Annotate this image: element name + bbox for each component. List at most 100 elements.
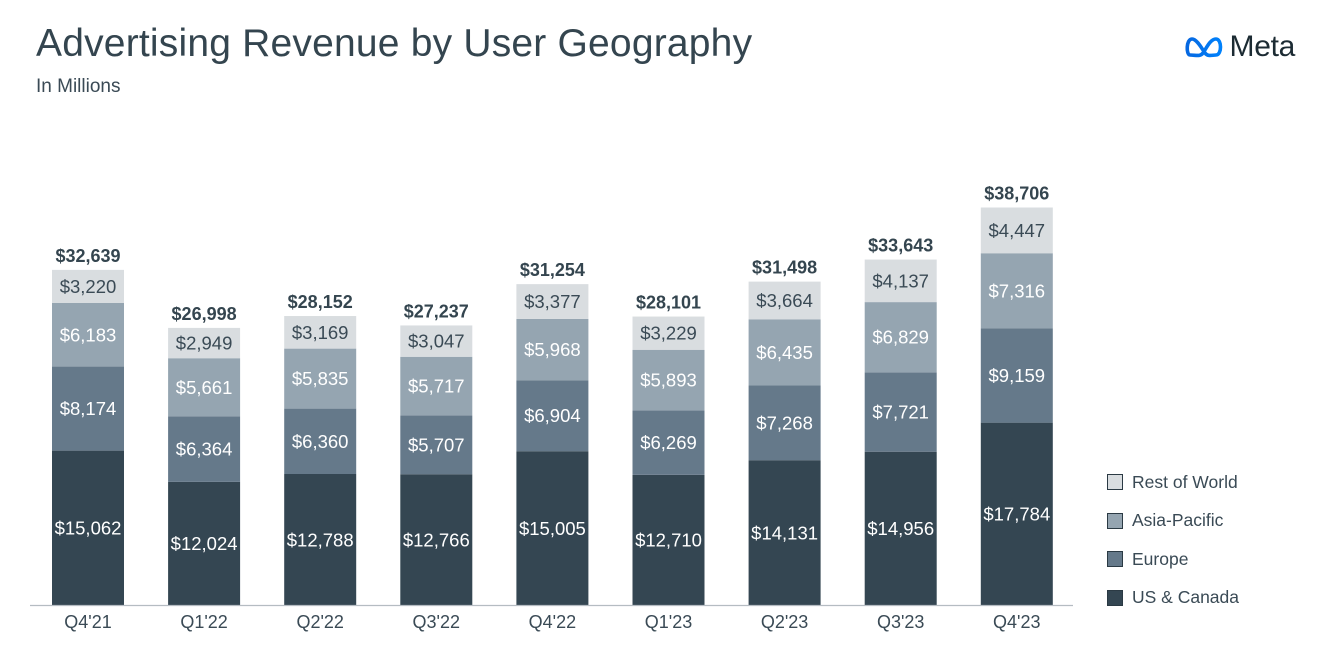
segment-value-label: $6,183 [60, 324, 117, 345]
x-tick-label: Q2'23 [761, 612, 808, 632]
bar-segment [632, 474, 705, 606]
meta-infinity-icon [1184, 37, 1222, 58]
bar-segment [284, 348, 357, 409]
bar-segment [980, 328, 1053, 423]
bar-segment [284, 408, 357, 475]
bar-segment [168, 358, 241, 417]
bar-segment [516, 380, 589, 452]
x-tick-label: Q3'23 [877, 612, 924, 632]
x-tick-label: Q4'23 [993, 612, 1040, 632]
bar-segment [284, 316, 357, 349]
segment-value-label: $3,664 [756, 290, 813, 311]
legend-swatch [1107, 551, 1123, 567]
bar-segment [748, 460, 821, 606]
total-value-label: $31,498 [752, 258, 817, 278]
bar-segment [400, 325, 473, 357]
segment-value-label: $6,904 [524, 405, 581, 426]
legend-item: Europe [1107, 549, 1239, 569]
segment-value-label: $4,137 [872, 270, 929, 291]
bar-segment [864, 302, 937, 373]
meta-logo: Meta [1184, 30, 1296, 64]
segment-value-label: $9,159 [989, 365, 1046, 386]
x-tick-label: Q4'21 [64, 612, 111, 632]
segment-value-label: $7,268 [756, 412, 813, 433]
legend-swatch [1107, 512, 1123, 529]
bar-segment [864, 372, 937, 452]
x-tick-label: Q4'22 [529, 612, 576, 632]
segment-value-label: $5,835 [292, 368, 349, 389]
segment-value-label: $12,710 [635, 530, 702, 551]
segment-value-label: $5,968 [524, 339, 581, 360]
segment-value-label: $3,377 [524, 291, 581, 312]
segment-value-label: $6,829 [872, 327, 929, 348]
bar-segment [52, 450, 124, 606]
segment-value-label: $15,005 [519, 518, 586, 539]
segment-value-label: $6,364 [176, 439, 233, 460]
bar-segment [400, 474, 473, 606]
bar-segment [52, 269, 124, 303]
legend-swatch [1107, 589, 1123, 606]
segment-value-label: $12,766 [403, 529, 470, 550]
segment-value-label: $3,047 [408, 331, 465, 352]
segment-value-label: $14,131 [751, 522, 818, 543]
bar-segment [400, 415, 473, 475]
segment-value-label: $7,721 [872, 402, 929, 423]
segment-value-label: $14,956 [867, 518, 934, 539]
bar-segment [52, 366, 124, 451]
bar-segment [168, 416, 241, 482]
legend-swatch [1107, 474, 1123, 490]
meta-wordmark: Meta [1229, 30, 1296, 63]
total-value-label: $28,101 [636, 293, 701, 313]
bar-segment [52, 302, 124, 367]
bar-segment [864, 259, 937, 303]
legend-label: Europe [1132, 548, 1189, 569]
legend-item: US & Canada [1107, 587, 1240, 608]
bar-segment [632, 316, 705, 350]
bar-segment [980, 207, 1053, 254]
legend-item: Rest of World [1107, 472, 1239, 492]
bar-segment [748, 385, 821, 461]
segment-value-label: $15,062 [55, 518, 122, 539]
x-tick-label: Q2'22 [296, 612, 343, 632]
total-value-label: $27,237 [404, 301, 469, 321]
segment-value-label: $6,360 [292, 431, 349, 452]
total-value-label: $38,706 [984, 184, 1049, 204]
bar-segment [168, 481, 241, 606]
legend-label: US & Canada [1132, 587, 1240, 607]
bar-segment [400, 356, 473, 416]
bar-segment [980, 422, 1053, 606]
segment-value-label: $4,447 [989, 220, 1046, 241]
segment-value-label: $5,717 [408, 376, 465, 397]
bar-segment [748, 319, 821, 386]
bar-segment [632, 410, 705, 475]
chart-legend: Rest of World Asia-Pacific Europe US & Cana… [1107, 472, 1239, 626]
total-value-label: $28,152 [288, 292, 353, 312]
segment-value-label: $3,229 [640, 323, 697, 344]
x-tick-label: Q1'23 [645, 612, 692, 632]
legend-label: Rest of World [1132, 471, 1238, 492]
x-tick-label: Q1'22 [180, 612, 227, 632]
bar-segment [516, 451, 589, 606]
segment-value-label: $8,174 [60, 398, 117, 419]
segment-value-label: $7,316 [989, 280, 1046, 301]
segment-value-label: $5,707 [408, 434, 465, 455]
bar-segment [516, 318, 589, 381]
bar-segment [284, 474, 357, 606]
page-subtitle: In Millions [36, 76, 121, 97]
bar-segment [632, 349, 705, 411]
x-tick-label: Q3'22 [413, 612, 460, 632]
legend-label: Asia-Pacific [1132, 510, 1224, 530]
segment-value-label: $12,024 [171, 533, 238, 554]
segment-value-label: $12,788 [287, 529, 354, 550]
legend-item: Asia-Pacific [1107, 510, 1239, 531]
page-title: Advertising Revenue by User Geography [36, 22, 753, 65]
segment-value-label: $5,661 [176, 377, 233, 398]
total-value-label: $32,639 [55, 246, 120, 266]
segment-value-label: $6,269 [640, 432, 697, 453]
segment-value-label: $3,169 [292, 322, 349, 343]
segment-value-label: $3,220 [60, 276, 117, 297]
segment-value-label: $2,949 [176, 333, 233, 354]
total-value-label: $33,643 [868, 236, 933, 256]
bar-segment [748, 281, 821, 320]
